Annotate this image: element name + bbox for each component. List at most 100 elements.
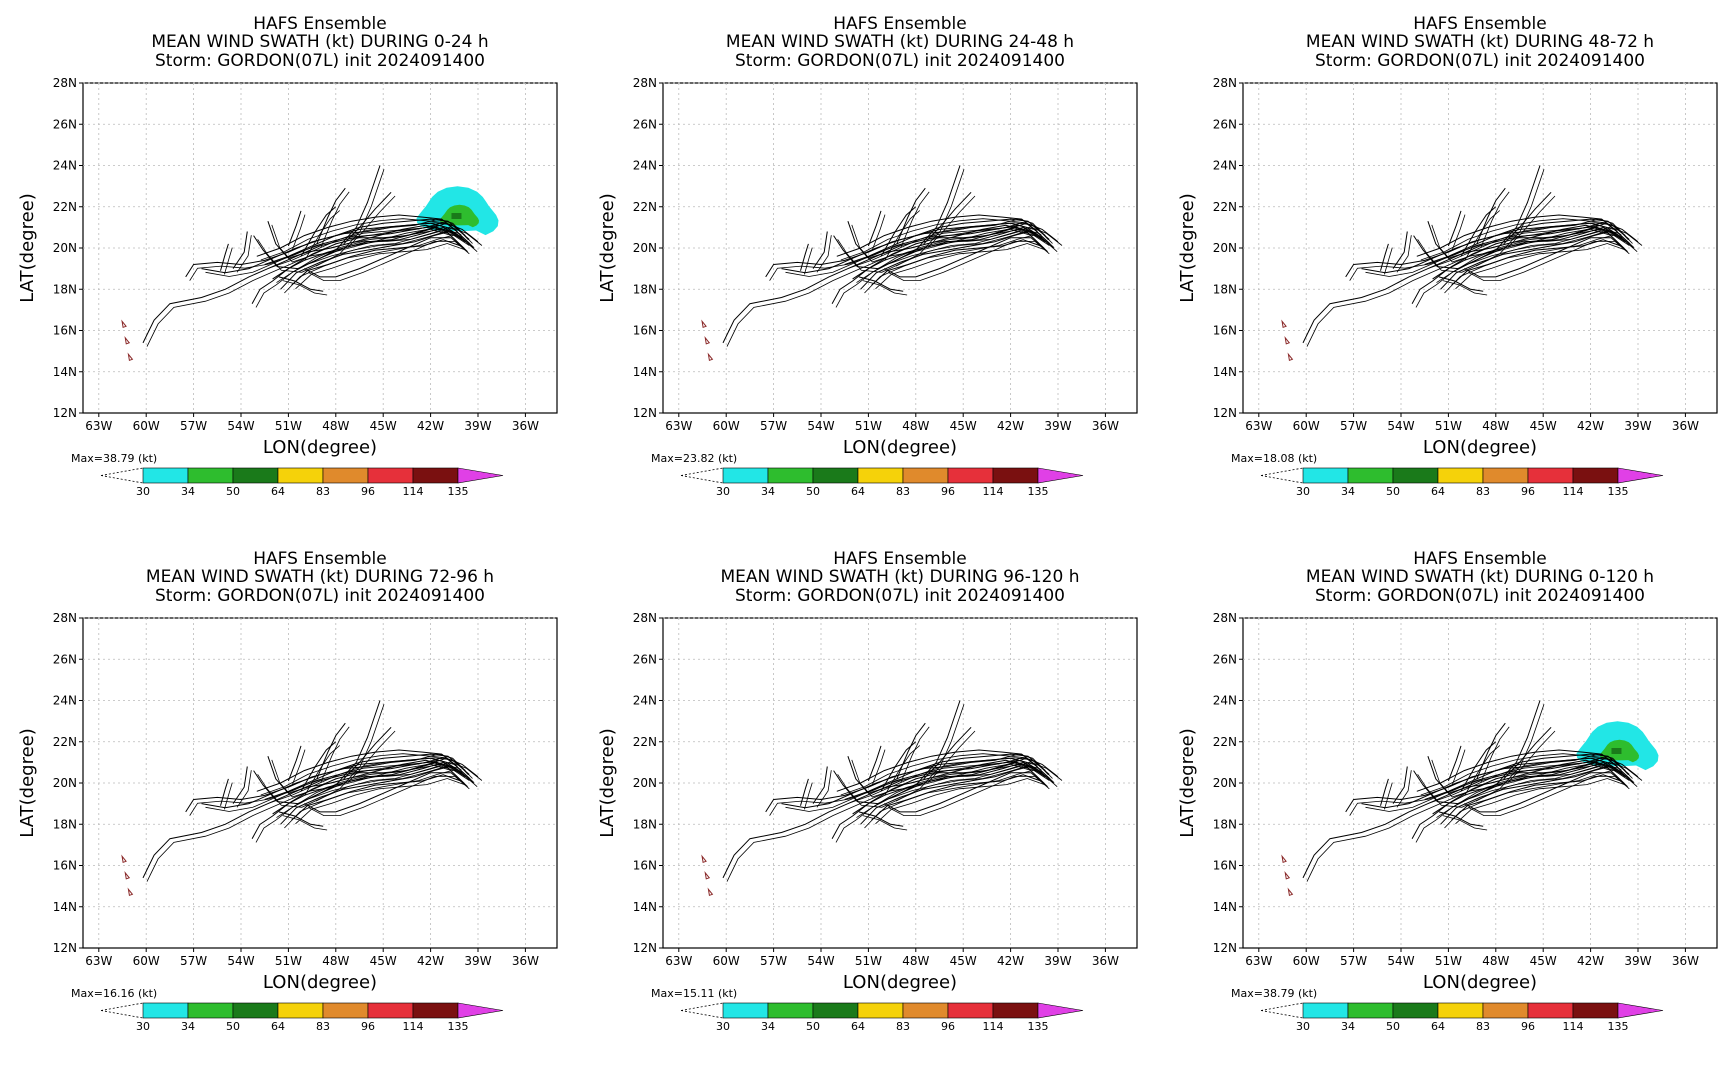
- colorbar-level-label: 50: [1386, 485, 1400, 498]
- ensemble-track: [844, 753, 1046, 800]
- colorbar-segment: [722, 467, 769, 484]
- ensemble-track: [1442, 280, 1488, 296]
- colorbar-segment: [232, 1002, 279, 1019]
- y-axis-label: LAT(degree): [597, 193, 618, 302]
- ensemble-track: [295, 243, 465, 290]
- y-tick-label: 18N: [53, 817, 77, 831]
- colorbar-level-label: 114: [983, 485, 1004, 498]
- colorbar-level-label: 30: [1296, 1020, 1310, 1033]
- ensemble-track: [264, 218, 466, 265]
- ensemble-track: [1463, 772, 1626, 813]
- colorbar-level-label: 50: [226, 1020, 240, 1033]
- ensemble-track: [1416, 214, 1618, 257]
- ensemble-track: [347, 195, 396, 248]
- x-tick-label: 63W: [665, 419, 692, 433]
- ensemble-track: [1420, 218, 1622, 261]
- colorbar-segment: [1347, 1002, 1394, 1019]
- colorbar-level-label: 83: [896, 485, 910, 498]
- colorbar-level-label: 30: [136, 1020, 150, 1033]
- y-tick-label: 22N: [53, 735, 77, 749]
- x-tick-label: 42W: [1577, 419, 1604, 433]
- ensemble-track: [1460, 206, 1497, 257]
- ensemble-track: [895, 169, 965, 267]
- x-tick-label: 57W: [1340, 419, 1367, 433]
- max-wind-label: Max=38.79 (kt): [1231, 987, 1317, 1000]
- ensemble-track: [268, 222, 470, 269]
- x-tick-label: 48W: [1482, 954, 1509, 968]
- ensemble-track: [836, 214, 1038, 257]
- ensemble-track: [923, 726, 972, 780]
- x-tick-label: 63W: [665, 954, 692, 968]
- colorbar-segment: [412, 1002, 459, 1019]
- ensemble-track: [315, 169, 385, 267]
- ensemble-track: [895, 704, 965, 802]
- x-tick-label: 42W: [997, 419, 1024, 433]
- island-outline: [701, 319, 707, 328]
- ensemble-track: [256, 749, 458, 792]
- y-tick-label: 18N: [53, 282, 77, 296]
- x-tick-label: 48W: [1482, 419, 1509, 433]
- y-tick-label: 20N: [53, 776, 77, 790]
- colorbar-under-arrow: [100, 1002, 144, 1019]
- panel-title-line2: MEAN WIND SWATH (kt) DURING 48-72 h: [1306, 32, 1654, 52]
- colorbar-level-label: 34: [1341, 1020, 1355, 1033]
- y-tick-label: 28N: [633, 76, 657, 90]
- ensemble-track: [1413, 226, 1617, 270]
- ensemble-track: [1380, 243, 1389, 271]
- ensemble-track: [1438, 811, 1484, 827]
- ensemble-track: [1480, 191, 1510, 248]
- y-tick-label: 22N: [1213, 735, 1237, 749]
- x-axis-label: LON(degree): [1423, 437, 1537, 458]
- ensemble-track: [1436, 226, 1643, 283]
- x-tick-label: 60W: [133, 419, 160, 433]
- colorbar-segment: [232, 467, 279, 484]
- ensemble-track: [1440, 230, 1626, 290]
- colorbar-segment: [277, 467, 324, 484]
- ensemble-track: [883, 772, 1046, 813]
- x-tick-label: 39W: [1044, 954, 1071, 968]
- colorbar-level-label: 50: [226, 485, 240, 498]
- ensemble-track: [891, 700, 961, 798]
- colorbar-level-label: 34: [1341, 485, 1355, 498]
- x-tick-label: 42W: [997, 954, 1024, 968]
- y-tick-label: 22N: [633, 735, 657, 749]
- ensemble-track: [858, 811, 904, 827]
- y-tick-label: 20N: [1213, 241, 1237, 255]
- colorbar-level-label: 114: [1563, 1020, 1584, 1033]
- y-tick-label: 24N: [1213, 159, 1237, 173]
- x-tick-label: 45W: [1530, 419, 1557, 433]
- ensemble-track: [307, 241, 470, 281]
- ensemble-track: [927, 195, 976, 248]
- colorbar-level-label: 135: [1028, 485, 1049, 498]
- ensemble-track: [224, 782, 233, 810]
- x-tick-label: 57W: [180, 419, 207, 433]
- colorbar-segment: [722, 1002, 769, 1019]
- colorbar-level-label: 50: [1386, 1020, 1400, 1033]
- panel-title-line2: MEAN WIND SWATH (kt) DURING 72-96 h: [146, 567, 494, 587]
- island-outline: [707, 887, 714, 896]
- colorbar-segment: [947, 1002, 994, 1019]
- ensemble-track: [268, 757, 470, 804]
- ensemble-track: [236, 770, 252, 808]
- y-tick-label: 14N: [633, 900, 657, 914]
- x-tick-label: 36W: [512, 954, 539, 968]
- y-axis-label: LAT(degree): [1177, 728, 1198, 837]
- max-wind-label: Max=38.79 (kt): [71, 452, 157, 465]
- colorbar-level-label: 96: [361, 1020, 375, 1033]
- ensemble-track: [253, 761, 457, 805]
- y-tick-label: 26N: [53, 652, 77, 666]
- ensemble-track: [1447, 210, 1462, 247]
- ensemble-track: [923, 191, 972, 245]
- x-tick-label: 60W: [713, 954, 740, 968]
- ensemble-track: [1396, 770, 1412, 808]
- x-tick-label: 54W: [807, 419, 834, 433]
- y-tick-label: 28N: [1213, 611, 1237, 625]
- colorbar-level-label: 135: [448, 485, 469, 498]
- y-tick-label: 28N: [53, 76, 77, 90]
- y-tick-label: 12N: [633, 941, 657, 955]
- ensemble-track: [858, 276, 904, 292]
- colorbar-segment: [857, 467, 904, 484]
- ensemble-track: [1455, 243, 1625, 290]
